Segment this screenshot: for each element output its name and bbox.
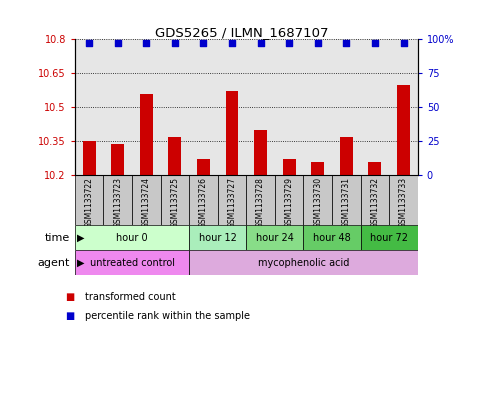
Bar [83, 141, 96, 175]
Bar [169, 137, 181, 175]
Text: GSM1133731: GSM1133731 [342, 177, 351, 228]
Bar [246, 39, 275, 175]
FancyBboxPatch shape [361, 225, 418, 250]
Bar [111, 143, 124, 175]
FancyBboxPatch shape [389, 175, 418, 225]
Bar [397, 84, 410, 175]
Bar [75, 39, 103, 175]
Text: GSM1133732: GSM1133732 [370, 177, 380, 228]
Text: GDS5265 / ILMN_1687107: GDS5265 / ILMN_1687107 [155, 26, 328, 39]
Bar [303, 39, 332, 175]
FancyBboxPatch shape [103, 175, 132, 225]
FancyBboxPatch shape [132, 175, 160, 225]
Point [199, 40, 207, 46]
Text: GSM1133725: GSM1133725 [170, 177, 179, 228]
Bar [361, 39, 389, 175]
Point [114, 40, 122, 46]
Point [257, 40, 265, 46]
FancyBboxPatch shape [189, 175, 218, 225]
Point [285, 40, 293, 46]
Bar [332, 39, 361, 175]
Point [371, 40, 379, 46]
FancyBboxPatch shape [275, 175, 303, 225]
Text: GSM1133723: GSM1133723 [113, 177, 122, 228]
FancyBboxPatch shape [303, 175, 332, 225]
FancyBboxPatch shape [189, 250, 418, 275]
FancyBboxPatch shape [160, 175, 189, 225]
FancyBboxPatch shape [246, 225, 303, 250]
Text: hour 12: hour 12 [199, 233, 237, 243]
Text: hour 0: hour 0 [116, 233, 148, 243]
FancyBboxPatch shape [75, 225, 189, 250]
Text: ▶: ▶ [77, 258, 85, 268]
Point [171, 40, 179, 46]
Point [314, 40, 322, 46]
FancyBboxPatch shape [246, 175, 275, 225]
Text: agent: agent [38, 258, 70, 268]
Bar [369, 162, 382, 175]
FancyBboxPatch shape [218, 175, 246, 225]
Bar [283, 160, 296, 175]
Point [85, 40, 93, 46]
Bar [160, 39, 189, 175]
Point [399, 40, 407, 46]
Bar [312, 162, 324, 175]
Text: hour 24: hour 24 [256, 233, 294, 243]
Bar [132, 39, 161, 175]
Text: GSM1133727: GSM1133727 [227, 177, 237, 228]
Point [228, 40, 236, 46]
Text: transformed count: transformed count [85, 292, 175, 302]
FancyBboxPatch shape [303, 225, 361, 250]
FancyBboxPatch shape [75, 175, 103, 225]
Point [342, 40, 350, 46]
Bar [389, 39, 418, 175]
Bar [226, 92, 239, 175]
Text: ■: ■ [65, 311, 74, 321]
Text: ▶: ▶ [77, 233, 85, 243]
Text: GSM1133733: GSM1133733 [399, 177, 408, 228]
FancyBboxPatch shape [361, 175, 389, 225]
Bar [275, 39, 303, 175]
Bar [103, 39, 132, 175]
Bar [140, 94, 153, 175]
Bar [340, 137, 353, 175]
Text: hour 48: hour 48 [313, 233, 351, 243]
Bar [189, 39, 218, 175]
Text: time: time [45, 233, 70, 243]
FancyBboxPatch shape [189, 225, 246, 250]
Text: GSM1133728: GSM1133728 [256, 177, 265, 228]
FancyBboxPatch shape [75, 250, 189, 275]
Bar [197, 160, 210, 175]
Text: untreated control: untreated control [89, 258, 174, 268]
Text: GSM1133726: GSM1133726 [199, 177, 208, 228]
Text: mycophenolic acid: mycophenolic acid [258, 258, 349, 268]
Point [142, 40, 150, 46]
FancyBboxPatch shape [332, 175, 361, 225]
Text: percentile rank within the sample: percentile rank within the sample [85, 311, 250, 321]
Text: ■: ■ [65, 292, 74, 302]
Text: GSM1133724: GSM1133724 [142, 177, 151, 228]
Text: GSM1133729: GSM1133729 [284, 177, 294, 228]
Text: GSM1133722: GSM1133722 [85, 177, 94, 228]
Text: GSM1133730: GSM1133730 [313, 177, 322, 228]
Bar [218, 39, 246, 175]
Text: hour 72: hour 72 [370, 233, 408, 243]
Bar [254, 130, 267, 175]
